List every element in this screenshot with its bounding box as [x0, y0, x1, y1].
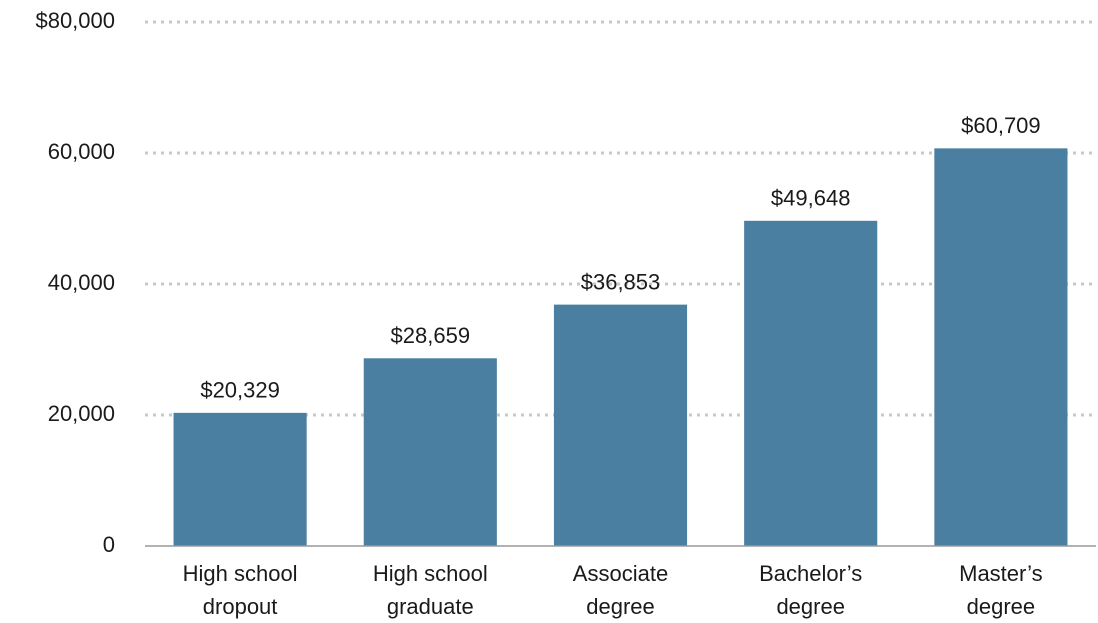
bar	[173, 412, 307, 546]
x-tick-label: Bachelor’s	[759, 561, 862, 586]
x-tick-label: Associate	[573, 561, 668, 586]
bar	[363, 358, 497, 546]
y-tick-label: 60,000	[48, 139, 115, 164]
value-label: $28,659	[391, 323, 471, 348]
value-label: $20,329	[200, 378, 280, 403]
value-label: $36,853	[581, 269, 661, 294]
x-tick-label: degree	[967, 594, 1036, 619]
x-tick-label: dropout	[203, 594, 278, 619]
x-tick-label: High school	[183, 561, 298, 586]
x-tick-label: Master’s	[959, 561, 1043, 586]
y-tick-label: $80,000	[35, 8, 115, 33]
x-tick-label: degree	[586, 594, 655, 619]
y-tick-label: 20,000	[48, 401, 115, 426]
bar	[744, 220, 878, 546]
value-label: $60,709	[961, 113, 1041, 138]
x-tick-label: High school	[373, 561, 488, 586]
value-label: $49,648	[771, 186, 851, 211]
y-tick-label: 0	[103, 532, 115, 557]
x-tick-label: graduate	[387, 594, 474, 619]
bar	[934, 148, 1068, 546]
bar	[553, 304, 688, 546]
y-tick-label: 40,000	[48, 270, 115, 295]
x-tick-label: degree	[776, 594, 845, 619]
